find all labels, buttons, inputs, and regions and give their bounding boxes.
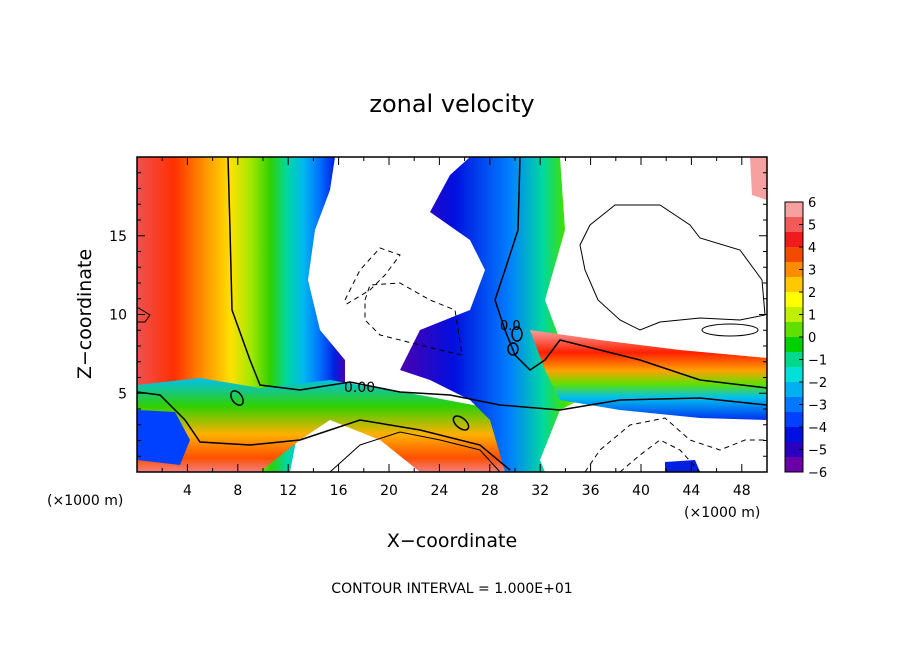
colorbar-swatch [785, 307, 803, 323]
colorbar-label: 6 [808, 196, 816, 211]
lower-left-cold-strip [137, 410, 190, 465]
colorbar-swatch [785, 337, 803, 353]
x-tick-label: 36 [582, 483, 600, 499]
zero-contour-plume [494, 157, 767, 389]
x-tick-label: 40 [632, 483, 650, 499]
x-tick-label: 20 [380, 483, 398, 499]
colorbar-swatch [785, 412, 803, 428]
colorbar-swatch [785, 292, 803, 308]
x-tick-label: 4 [183, 483, 192, 499]
colorbar-label: −5 [808, 444, 827, 459]
colorbar-swatch [785, 352, 803, 368]
lower-center-contour [329, 431, 501, 472]
x-tick-label: 48 [733, 483, 751, 499]
colorbar-swatch [785, 367, 803, 383]
colorbar-label: 2 [808, 286, 816, 301]
colorbar-swatch [785, 457, 803, 473]
x-tick-label: 32 [531, 483, 549, 499]
colorbar-label: 0 [808, 331, 816, 346]
y-tick-label: 5 [118, 386, 127, 402]
colorbar-label: −2 [808, 376, 827, 391]
left-edge-contour [137, 306, 151, 323]
x-axis-label: X−coordinate [387, 530, 517, 552]
negative-contour-4 [619, 439, 701, 472]
colorbar-label: 1 [808, 309, 816, 324]
thin-contours [137, 204, 767, 472]
zero-contour-lower [137, 391, 511, 471]
contour-label-small: 0.0 [500, 319, 521, 334]
x-tick-label: 8 [233, 483, 242, 499]
lower-right-cold-patch [665, 460, 700, 472]
colorbar-swatch [785, 322, 803, 338]
y-tick-label: 10 [109, 308, 127, 324]
x-unit-label-left: (×1000 m) [47, 493, 123, 509]
colorbar-label: 4 [808, 241, 816, 256]
x-unit-label-right: (×1000 m) [684, 505, 760, 521]
colorbar-label: −1 [808, 354, 827, 369]
right-warm-layer [530, 330, 767, 420]
colorbar: 6 5 4 3 2 1 0 −1 −2 −3 −4 −5 −6 [784, 196, 827, 481]
x-tick-label: 24 [430, 483, 448, 499]
zero-contour-left [227, 157, 767, 411]
contour-label: 0.00 [344, 380, 375, 396]
contour-lines [137, 157, 767, 471]
colorbar-label: −4 [808, 421, 827, 436]
x-tick-label: 12 [279, 483, 297, 499]
colorbar-swatch [785, 202, 803, 218]
negative-contour-1 [344, 247, 401, 306]
colorbar-swatch [785, 277, 803, 293]
upper-right-contour [579, 204, 766, 331]
colorbar-swatch [785, 442, 803, 458]
top-right-warm-patch [750, 157, 767, 200]
colorbar-swatch [785, 397, 803, 413]
y-tick-label: 15 [109, 229, 127, 245]
negative-contour-2 [364, 282, 463, 356]
colorbar-label: −6 [808, 466, 827, 481]
x-tick-label: 44 [682, 483, 700, 499]
y-axis: 5 10 15 [109, 156, 767, 473]
colorbar-label: 5 [808, 219, 816, 234]
colorbar-swatch [785, 232, 803, 248]
negative-contour-3 [584, 417, 767, 472]
colorbar-label: 3 [808, 264, 816, 279]
y-axis-label: Z−coordinate [74, 249, 96, 379]
colorbar-swatch [785, 217, 803, 233]
lower-warm-region [137, 378, 530, 472]
colorbar-swatch [785, 262, 803, 278]
x-tick-label: 16 [330, 483, 348, 499]
colorbar-swatch [785, 382, 803, 398]
x-axis: 4 8 12 16 20 24 28 32 36 40 44 48 [136, 157, 768, 499]
colorbar-label: −3 [808, 399, 827, 414]
contour-interval-footer: CONTOUR INTERVAL = 1.000E+01 [331, 581, 572, 597]
chart-title: zonal velocity [369, 90, 534, 118]
colorbar-swatch [785, 247, 803, 263]
x-tick-label: 28 [481, 483, 499, 499]
colorbar-swatch [785, 427, 803, 443]
heatmap-field [137, 157, 767, 472]
